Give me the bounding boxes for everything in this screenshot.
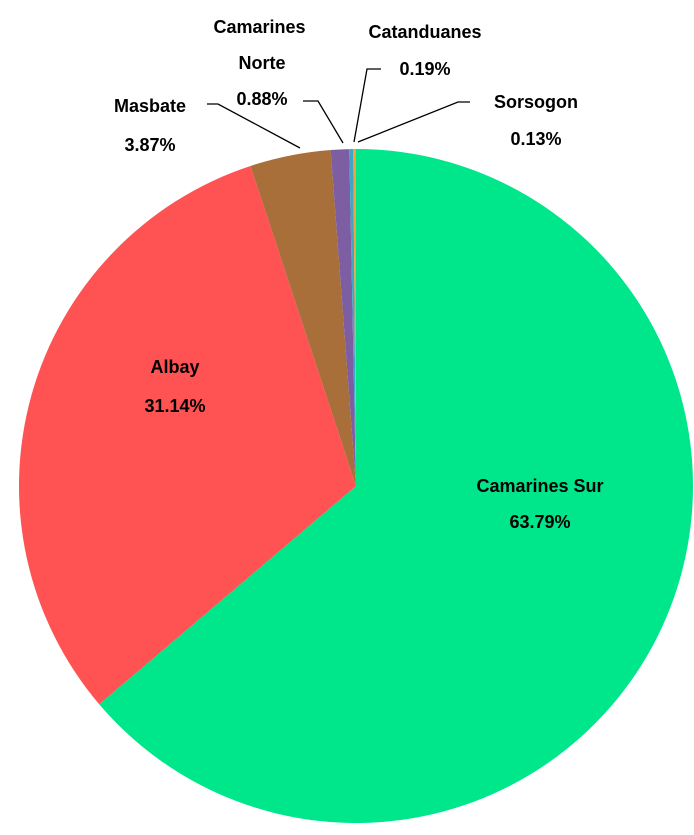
pie-slice [330,149,356,486]
slice-value-label: 31.14% [144,396,205,416]
pie-slice [19,165,357,705]
leader-line [357,101,470,143]
pie-slice [99,149,694,823]
slice-value-label: 0.88% [236,89,287,109]
slice-name: Camarines Sur [476,476,603,496]
slice-value-label: 0.19% [399,59,450,79]
pie-slice [250,149,356,486]
slice-value-label: 0.13% [510,129,561,149]
slice-name-line: Norte [238,53,285,73]
leader-line [207,103,301,149]
pie-slice [349,149,356,487]
slice-name: Camarines Norte [213,17,310,73]
leader-line [303,100,344,144]
slice-name-line: Camarines [213,17,310,37]
slice-name: Albay [150,357,199,377]
pie-slice [353,149,356,486]
leader-line [353,68,381,143]
slice-name: Sorsogon [494,92,578,112]
slice-name: Catanduanes [368,22,481,42]
slice-value-label: 3.87% [124,135,175,155]
slice-name: Masbate [114,96,186,116]
slice-value-label: 63.79% [509,512,570,532]
